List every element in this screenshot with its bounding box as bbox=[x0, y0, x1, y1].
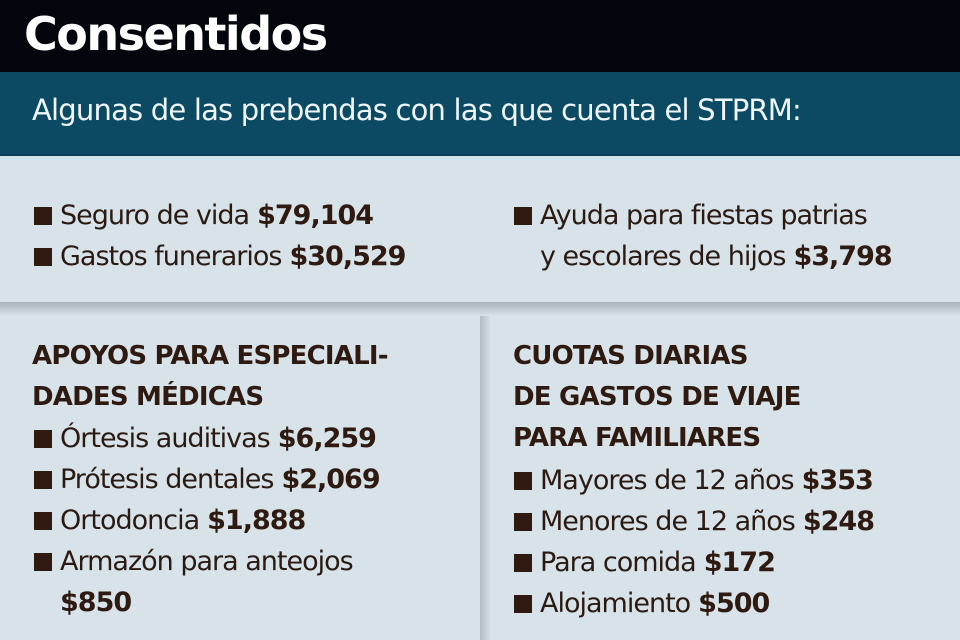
square-bullet-icon bbox=[514, 207, 532, 225]
item-amount: $3,798 bbox=[793, 241, 892, 272]
square-bullet-icon bbox=[514, 513, 532, 531]
subtitle-strip bbox=[0, 156, 960, 160]
list-item: Seguro de vida $79,104 bbox=[34, 195, 405, 236]
vertical-divider bbox=[480, 316, 490, 640]
item-label: Mayores de 12 años bbox=[540, 465, 795, 496]
section-heading-medical: APOYOS PARA ESPECIALI- DADES MÉDICAS bbox=[32, 336, 389, 418]
heading-line: APOYOS PARA ESPECIALI- bbox=[32, 341, 389, 371]
benefits-list-holidays: Ayuda para fiestas patrias y escolares d… bbox=[514, 195, 893, 277]
item-amount: $500 bbox=[698, 588, 770, 619]
item-amount: $2,069 bbox=[281, 464, 380, 495]
page-subtitle: Algunas de las prebendas con las que cue… bbox=[32, 93, 802, 127]
list-item-continuation: y escolares de hijos $3,798 bbox=[514, 236, 893, 277]
item-amount: $6,259 bbox=[277, 423, 377, 454]
panel-top-left bbox=[0, 160, 480, 280]
benefits-list-medical: Órtesis auditivas $6,259 Prótesis dental… bbox=[34, 418, 381, 623]
section-heading-travel: CUOTAS DIARIAS DE GASTOS DE VIAJE PARA F… bbox=[513, 336, 801, 459]
list-item-continuation: $850 bbox=[34, 582, 380, 623]
benefits-list-general: Seguro de vida $79,104 Gastos funerarios… bbox=[34, 195, 406, 277]
list-item: Prótesis dentales $2,069 bbox=[34, 459, 381, 500]
square-bullet-icon bbox=[34, 471, 52, 489]
item-label: Menores de 12 años bbox=[540, 506, 796, 537]
square-bullet-icon bbox=[514, 472, 532, 490]
heading-line: DADES MÉDICAS bbox=[32, 382, 264, 412]
subtitle-bar: Algunas de las prebendas con las que cue… bbox=[0, 72, 960, 156]
item-label: Armazón para anteojos bbox=[60, 546, 354, 577]
horizontal-divider bbox=[0, 302, 960, 316]
list-item: Armazón para anteojos bbox=[34, 541, 380, 582]
item-amount: $1,888 bbox=[207, 505, 306, 536]
item-label: Seguro de vida bbox=[60, 200, 250, 231]
list-item: Menores de 12 años $248 bbox=[514, 501, 875, 542]
item-amount: $172 bbox=[703, 547, 776, 578]
benefits-list-travel: Mayores de 12 años $353 Menores de 12 añ… bbox=[514, 460, 875, 624]
list-item: Ayuda para fiestas patrias bbox=[514, 195, 892, 236]
item-label: Órtesis auditivas bbox=[60, 423, 271, 454]
square-bullet-icon bbox=[34, 207, 52, 225]
list-item: Órtesis auditivas $6,259 bbox=[34, 418, 380, 459]
item-amount: $30,529 bbox=[289, 241, 406, 272]
square-bullet-icon bbox=[514, 554, 532, 572]
item-amount: $850 bbox=[60, 587, 132, 618]
list-item: Alojamiento $500 bbox=[514, 583, 874, 624]
page-title: Consentidos bbox=[24, 7, 328, 61]
item-label: Prótesis dentales bbox=[60, 464, 274, 495]
heading-line: DE GASTOS DE VIAJE bbox=[513, 382, 801, 412]
item-label: Gastos funerarios bbox=[60, 241, 282, 272]
list-item: Ortodoncia $1,888 bbox=[34, 500, 380, 541]
item-label: Para comida bbox=[540, 547, 697, 578]
square-bullet-icon bbox=[34, 430, 52, 448]
item-label: y escolares de hijos bbox=[540, 241, 786, 272]
item-label: Ayuda para fiestas patrias bbox=[540, 200, 868, 231]
item-amount: $248 bbox=[802, 506, 875, 537]
heading-line: PARA FAMILIARES bbox=[513, 423, 761, 453]
item-amount: $79,104 bbox=[257, 200, 374, 231]
item-amount: $353 bbox=[801, 465, 874, 496]
list-item: Mayores de 12 años $353 bbox=[514, 460, 874, 501]
square-bullet-icon bbox=[514, 595, 532, 613]
square-bullet-icon bbox=[34, 512, 52, 530]
list-item: Gastos funerarios $30,529 bbox=[34, 236, 406, 277]
list-item: Para comida $172 bbox=[514, 542, 874, 583]
square-bullet-icon bbox=[34, 248, 52, 266]
panel-top-right bbox=[480, 160, 960, 280]
item-label: Alojamiento bbox=[540, 588, 691, 619]
square-bullet-icon bbox=[34, 553, 52, 571]
item-label: Ortodoncia bbox=[60, 505, 200, 536]
title-bar: Consentidos bbox=[0, 0, 960, 72]
heading-line: CUOTAS DIARIAS bbox=[513, 341, 748, 371]
